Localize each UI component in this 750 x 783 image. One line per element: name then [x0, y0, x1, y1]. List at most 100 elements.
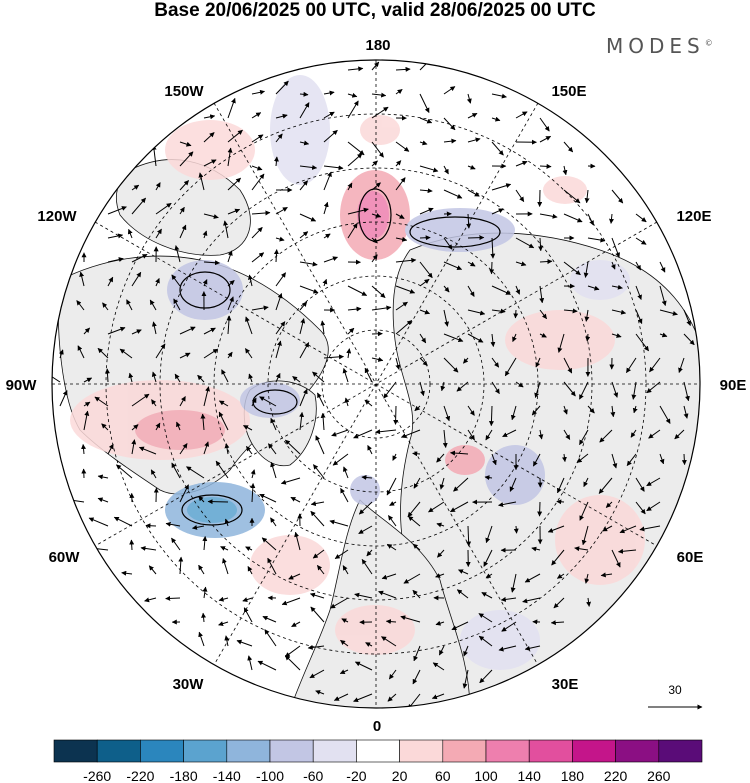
- wind-vector: [619, 525, 637, 534]
- wind-vector: [83, 401, 91, 407]
- wind-vector: [270, 417, 277, 431]
- wind-vector: [646, 381, 661, 394]
- wind-vector: [385, 619, 397, 625]
- wind-vector: [342, 466, 349, 479]
- wind-vector: [186, 466, 205, 479]
- wind-vector: [630, 429, 637, 438]
- positive-anomaly: [505, 310, 615, 370]
- wind-vector: [315, 690, 325, 695]
- wind-vector: [371, 254, 378, 263]
- wind-vector: [581, 525, 589, 546]
- wind-vector: [524, 645, 541, 651]
- wind-vector: [659, 261, 666, 273]
- wind-vector: [107, 326, 126, 335]
- wind-vector: [515, 285, 521, 295]
- wind-vector: [366, 549, 373, 557]
- label-150e: 150E: [551, 83, 586, 100]
- wind-vector: [353, 693, 373, 703]
- wind-vector: [299, 102, 310, 119]
- wind-vector: [412, 589, 421, 599]
- wind-vector: [683, 405, 689, 419]
- wind-vector: [220, 546, 229, 551]
- wind-vector: [347, 182, 353, 191]
- wind-vector: [440, 381, 446, 392]
- wind-vector: [586, 597, 592, 607]
- wind-vector: [251, 173, 265, 191]
- wind-vector: [419, 278, 430, 287]
- colorbar-tick-label: -260: [83, 768, 111, 783]
- wind-vector: [299, 285, 319, 294]
- wind-vector: [323, 165, 344, 171]
- wind-vector: [312, 549, 325, 559]
- wind-vector: [342, 368, 349, 383]
- wind-vector: [387, 515, 397, 527]
- wind-vector: [221, 369, 229, 383]
- wind-vector: [218, 411, 229, 431]
- wind-vector: [323, 256, 338, 263]
- wind-vector: [419, 207, 434, 215]
- positive-anomaly: [543, 176, 587, 204]
- wind-vector: [436, 522, 445, 528]
- wind-vector: [553, 597, 565, 609]
- wind-vector: [171, 537, 181, 551]
- wind-vector: [522, 597, 541, 604]
- wind-vector: [243, 425, 253, 431]
- wind-vector: [531, 405, 541, 416]
- label-120w: 120W: [37, 208, 77, 225]
- wind-vector: [202, 230, 208, 239]
- wind-vector: [173, 298, 181, 311]
- positive-anomaly: [250, 535, 330, 595]
- colorbar-swatch: [312, 739, 357, 763]
- wind-vector: [659, 285, 667, 306]
- wind-vector: [439, 477, 445, 490]
- wind-vector: [251, 252, 265, 263]
- wind-vector: [400, 615, 421, 623]
- wind-vector: [598, 477, 613, 494]
- wind-vector: [310, 606, 325, 623]
- wind-vector: [165, 521, 181, 527]
- colorbar-tick-label: -20: [346, 768, 366, 783]
- wind-vector: [659, 309, 678, 316]
- wind-vector: [299, 261, 318, 267]
- wind-vector: [585, 333, 591, 342]
- wind-vector: [539, 309, 547, 320]
- wind-vector: [371, 92, 387, 98]
- wind-vector: [467, 429, 475, 441]
- wind-vector: [584, 309, 590, 322]
- wind-vector: [155, 228, 162, 239]
- wind-vector: [678, 357, 685, 373]
- wind-vector: [610, 405, 616, 418]
- wind-vector: [299, 140, 310, 146]
- wind-vector: [498, 501, 517, 507]
- wind-vector: [509, 477, 517, 492]
- wind-vector: [291, 621, 301, 628]
- wind-vector: [202, 279, 208, 287]
- wind-vector: [659, 453, 665, 465]
- wind-vector: [491, 141, 504, 156]
- wind-vector: [386, 477, 397, 496]
- wind-vector: [131, 424, 139, 431]
- wind-vector: [524, 573, 541, 583]
- wind-vector: [203, 213, 219, 219]
- wind-vector: [97, 497, 109, 503]
- colorbar-swatch: [442, 739, 487, 763]
- wind-vector: [58, 349, 64, 359]
- wind-vector: [428, 501, 445, 513]
- negative-anomaly: [270, 75, 330, 185]
- wind-vector: [419, 117, 433, 124]
- label-180: 180: [365, 37, 390, 54]
- wind-vector: [456, 589, 469, 599]
- wind-vector: [563, 357, 573, 374]
- negative-anomaly: [167, 260, 243, 320]
- wind-vector: [81, 444, 87, 455]
- wind-vector: [197, 374, 205, 383]
- wind-vector: [371, 182, 381, 191]
- wind-vector: [155, 343, 166, 359]
- reference-vector: 30: [648, 683, 703, 710]
- wind-vector: [563, 381, 576, 397]
- wind-vector: [635, 261, 642, 271]
- wind-vector: [119, 348, 133, 359]
- wind-vector: [367, 445, 373, 455]
- wind-vector: [500, 596, 517, 602]
- colorbar: -260 -220 -180 -140 -100 -60 -20 20 60 100 140 180 2…: [53, 739, 703, 783]
